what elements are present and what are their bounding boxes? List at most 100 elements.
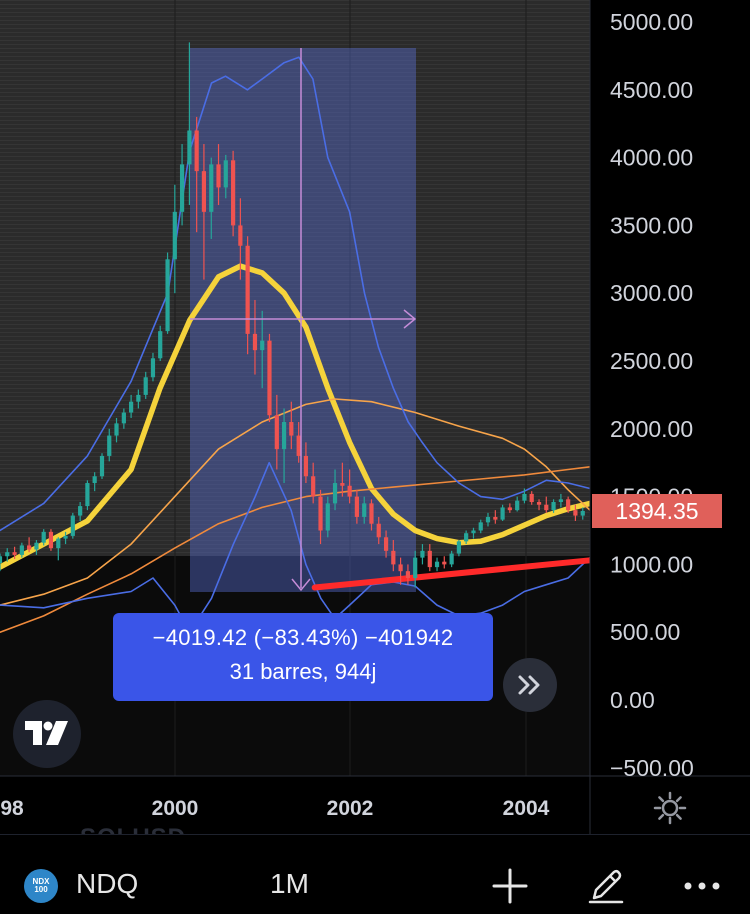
series-line-orange-dark — [0, 465, 591, 634]
candle — [442, 556, 447, 569]
time-axis-tick-label: 98 — [0, 797, 24, 820]
candle — [296, 422, 301, 463]
candle — [303, 442, 309, 484]
price-axis-tick-label: 2000.00 — [610, 416, 693, 442]
candle — [209, 157, 214, 239]
price-axis-tick-label: 500.00 — [610, 619, 680, 645]
series-line-bollinger-upper — [0, 56, 591, 532]
time-axis-tick-label: 2002 — [327, 797, 374, 820]
candle — [566, 496, 571, 513]
candle — [274, 394, 279, 470]
measure-right-arrowhead — [403, 309, 417, 329]
candle — [522, 488, 527, 504]
candle — [289, 401, 294, 450]
candle — [500, 504, 505, 522]
candle — [78, 502, 83, 522]
series-line-support-red — [311, 557, 593, 591]
price-axis-tick-label: 4500.00 — [610, 77, 693, 103]
scroll-to-realtime-button[interactable] — [503, 658, 557, 712]
candle — [252, 299, 258, 375]
candle — [231, 150, 236, 237]
symbol-button[interactable]: NDQ — [76, 868, 139, 899]
series-line-orange — [0, 398, 591, 606]
price-axis[interactable] — [590, 0, 750, 776]
candle — [493, 510, 498, 524]
candle — [150, 352, 156, 382]
gear-icon[interactable] — [652, 790, 688, 826]
candle — [369, 499, 374, 531]
candle — [318, 489, 323, 545]
price-axis-tick-label: 3000.00 — [610, 280, 693, 306]
candle — [464, 530, 469, 545]
price-axis-tick-label: 5000.00 — [610, 9, 693, 35]
candle — [260, 310, 265, 389]
candle — [267, 333, 272, 423]
candle — [383, 530, 389, 558]
candle — [114, 417, 119, 443]
symbol-badge-line1: NDX — [32, 876, 50, 886]
candle — [223, 154, 228, 199]
chart-plot-area — [0, 0, 590, 556]
interval-button[interactable]: 1M — [270, 868, 309, 899]
candle — [245, 236, 250, 355]
candle — [165, 252, 170, 334]
candle — [12, 546, 17, 559]
candle — [536, 499, 542, 511]
symbol-logo-icon[interactable]: NDX 100 — [24, 869, 58, 903]
price-axis-tick-label: 4000.00 — [610, 145, 693, 171]
pen-icon[interactable] — [586, 866, 626, 906]
candle — [544, 496, 549, 513]
price-axis-tick-label: 2500.00 — [610, 348, 693, 374]
candle — [471, 527, 476, 539]
candle — [529, 491, 534, 505]
candle — [376, 516, 381, 545]
candle — [551, 499, 556, 513]
measure-change-text: −4019.42 (−83.43%) −401942 — [152, 625, 454, 650]
candle — [63, 531, 68, 545]
candle — [5, 548, 10, 562]
candle — [27, 537, 32, 553]
candle — [158, 325, 163, 361]
candle — [194, 116, 199, 233]
candle — [107, 428, 112, 462]
candle — [485, 512, 491, 527]
series-line-bollinger-lower — [0, 461, 591, 634]
price-axis-tick-label: 0.00 — [610, 687, 655, 713]
last-price-tag: 1394.35 — [592, 494, 722, 528]
measure-bars-text: 31 barres, 944j — [229, 659, 377, 684]
candle — [580, 507, 585, 520]
candle — [143, 371, 148, 399]
fast-forward-icon — [518, 675, 540, 695]
candle — [187, 42, 192, 206]
candle — [121, 408, 126, 429]
candle — [0, 553, 3, 572]
tradingview-logo[interactable] — [13, 700, 81, 768]
symbol-badge-line2: 100 — [34, 885, 48, 894]
more-icon[interactable] — [682, 866, 722, 906]
candle — [413, 550, 418, 588]
candle — [19, 542, 24, 558]
candle — [179, 144, 185, 226]
candle — [434, 557, 440, 572]
candle — [238, 198, 243, 280]
candle — [70, 512, 75, 539]
candle — [405, 564, 411, 585]
candle — [172, 184, 177, 294]
time-axis-tick-label: 2004 — [503, 797, 550, 820]
candle — [573, 504, 578, 522]
candle — [92, 472, 97, 492]
candle — [311, 462, 316, 504]
candle — [398, 557, 403, 585]
candle — [478, 519, 483, 534]
bottom-toolbar — [0, 834, 750, 914]
candle — [340, 462, 345, 497]
plus-icon[interactable] — [490, 866, 530, 906]
candle — [216, 144, 221, 206]
candle — [507, 503, 512, 513]
candle — [420, 544, 425, 565]
candle — [362, 496, 367, 524]
measure-down-arrowhead — [291, 578, 311, 592]
candle — [354, 489, 359, 524]
candle — [201, 144, 207, 280]
